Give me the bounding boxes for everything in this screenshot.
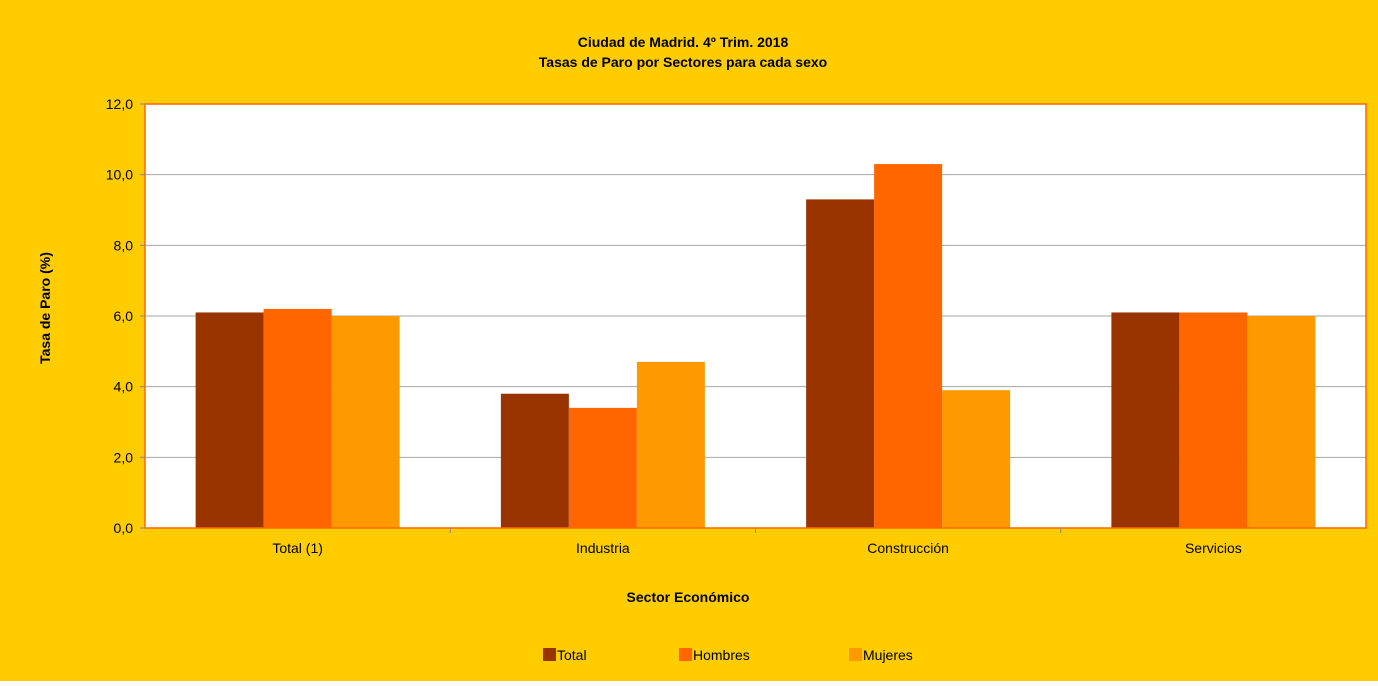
y-tick-label: 6,0: [114, 308, 134, 324]
x-tick-label: Industria: [576, 540, 630, 556]
bar-mujeres: [942, 390, 1011, 528]
bar-hombres: [1179, 312, 1248, 528]
x-axis: Total (1) Industria Construcción Servicios: [272, 528, 1242, 556]
y-tick-label: 12,0: [106, 96, 133, 112]
bar-total: [195, 312, 264, 528]
bar-hombres: [874, 164, 943, 529]
bar-mujeres: [331, 316, 400, 528]
legend-swatch-hombres: [679, 648, 692, 661]
bar-hombres: [568, 407, 637, 528]
chart-subtitle: Tasas de Paro por Sectores para cada sex…: [539, 54, 827, 70]
bar-hombres: [263, 308, 332, 528]
y-tick-label: 2,0: [114, 449, 134, 465]
y-tick-label: 4,0: [114, 379, 134, 395]
bar-mujeres: [636, 361, 705, 528]
legend-swatch-total: [543, 648, 556, 661]
legend-label-total: Total: [557, 647, 587, 663]
chart-title: Ciudad de Madrid. 4º Trim. 2018: [578, 34, 789, 50]
x-tick-label: Construcción: [867, 540, 949, 556]
legend: Total Hombres Mujeres: [543, 647, 913, 663]
bar-total: [1111, 312, 1180, 528]
bars: [195, 164, 1316, 529]
y-axis: 0,0 2,0 4,0 6,0 8,0 10,0 12,0: [106, 96, 145, 536]
legend-swatch-mujeres: [849, 648, 862, 661]
y-tick-label: 10,0: [106, 167, 133, 183]
legend-label-mujeres: Mujeres: [863, 647, 913, 663]
legend-label-hombres: Hombres: [693, 647, 750, 663]
y-axis-label: Tasa de Paro (%): [37, 252, 53, 364]
y-tick-label: 8,0: [114, 237, 134, 253]
bar-total: [500, 393, 569, 528]
x-tick-label: Servicios: [1185, 540, 1242, 556]
y-tick-label: 0,0: [114, 520, 134, 536]
x-axis-label: Sector Económico: [627, 589, 750, 605]
x-tick-label: Total (1): [272, 540, 323, 556]
bar-total: [806, 199, 875, 528]
bar-mujeres: [1247, 316, 1316, 528]
